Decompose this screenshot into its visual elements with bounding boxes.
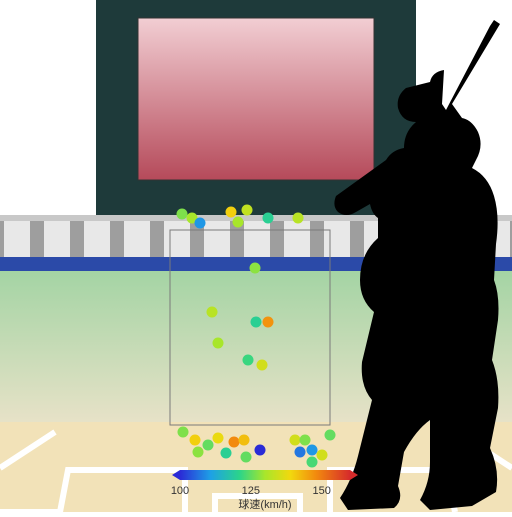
pitch-point <box>213 433 224 444</box>
stands-post <box>70 221 84 257</box>
pitch-point <box>263 317 274 328</box>
colorbar <box>180 470 350 480</box>
pitch-point <box>255 445 266 456</box>
stands-post <box>0 221 4 257</box>
stands-post <box>310 221 324 257</box>
pitch-point <box>195 218 206 229</box>
pitch-point <box>221 448 232 459</box>
pitch-point <box>203 440 214 451</box>
pitch-point <box>250 263 261 274</box>
pitch-point <box>263 213 274 224</box>
pitch-point <box>307 445 318 456</box>
stands-post <box>350 221 364 257</box>
pitch-point <box>317 450 328 461</box>
pitch-point <box>190 435 201 446</box>
pitch-point <box>257 360 268 371</box>
scoreboard-screen <box>138 18 374 180</box>
chart-svg: 100 125 150 球速(km/h) <box>0 0 512 512</box>
pitch-point <box>241 452 252 463</box>
pitch-point <box>239 435 250 446</box>
pitch-point <box>193 447 204 458</box>
pitch-point <box>242 205 253 216</box>
pitch-point <box>233 217 244 228</box>
stands-post <box>150 221 164 257</box>
stands-post <box>30 221 44 257</box>
pitch-point <box>295 447 306 458</box>
pitch-point <box>229 437 240 448</box>
pitch-point <box>293 213 304 224</box>
colorbar-tick: 100 <box>171 485 189 497</box>
pitch-point <box>243 355 254 366</box>
stands-post <box>110 221 124 257</box>
colorbar-tick: 125 <box>242 485 260 497</box>
colorbar-tick: 150 <box>312 485 330 497</box>
pitch-point <box>300 435 311 446</box>
pitch-point <box>213 338 224 349</box>
pitch-point <box>307 457 318 468</box>
pitch-point <box>325 430 336 441</box>
pitch-point <box>177 209 188 220</box>
stands-post <box>270 221 284 257</box>
pitch-point <box>178 427 189 438</box>
colorbar-label: 球速(km/h) <box>238 497 291 511</box>
pitch-point <box>290 435 301 446</box>
pitch-point <box>226 207 237 218</box>
pitch-point <box>207 307 218 318</box>
pitch-point <box>251 317 262 328</box>
pitch-location-chart: 100 125 150 球速(km/h) <box>0 0 512 512</box>
